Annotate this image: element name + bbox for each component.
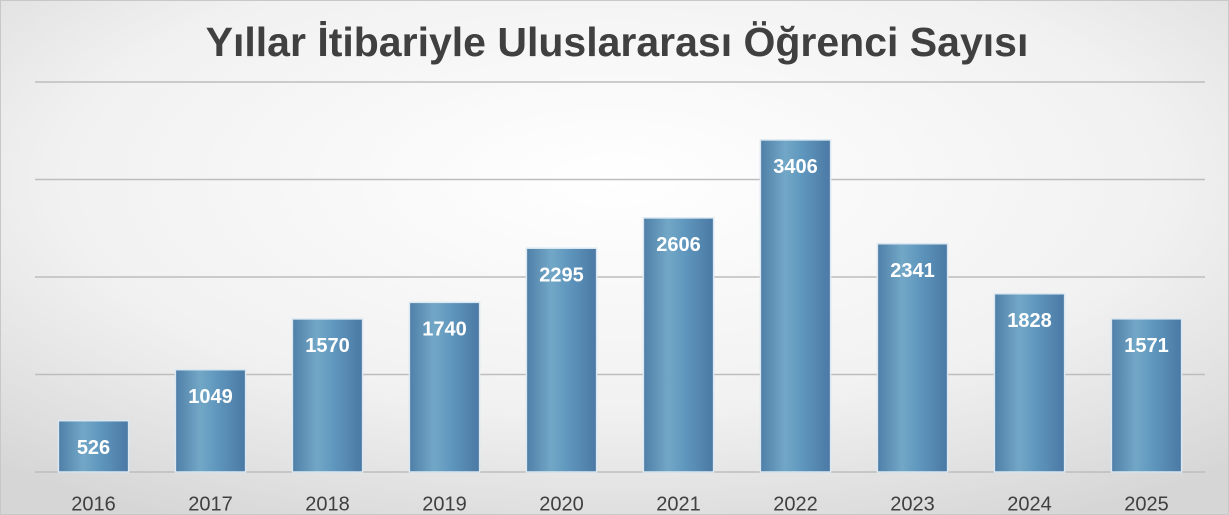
x-tick-label: 2021 — [656, 493, 701, 515]
bar — [1110, 318, 1183, 473]
bar — [174, 368, 247, 473]
bar — [525, 247, 598, 473]
bar — [408, 301, 481, 473]
x-tick-label: 2025 — [1124, 493, 1169, 515]
bar — [642, 217, 715, 473]
x-tick-label: 2017 — [188, 493, 233, 515]
bar — [993, 293, 1066, 473]
x-tick-label: 2016 — [71, 493, 116, 515]
chart-title: Yıllar İtibariyle Uluslararası Öğrenci S… — [206, 19, 1029, 65]
data-label: 1828 — [1007, 310, 1052, 332]
data-label: 2295 — [539, 265, 584, 287]
data-label: 1571 — [1124, 335, 1169, 357]
bar — [876, 243, 949, 473]
x-tick-label: 2024 — [1007, 493, 1052, 515]
x-tick-label: 2019 — [422, 493, 467, 515]
data-label: 2606 — [656, 234, 701, 256]
x-tick-label: 2023 — [890, 493, 935, 515]
data-label: 3406 — [773, 156, 818, 178]
data-label: 1740 — [422, 319, 467, 341]
bar — [291, 318, 364, 473]
bar — [759, 139, 832, 473]
x-tick-label: 2022 — [773, 493, 818, 515]
data-label: 526 — [77, 437, 110, 459]
bar — [57, 419, 130, 473]
x-tick-label: 2020 — [539, 493, 584, 515]
data-label: 2341 — [890, 260, 935, 282]
data-label: 1049 — [188, 386, 233, 408]
x-tick-label: 2018 — [305, 493, 350, 515]
data-label: 1570 — [305, 335, 350, 357]
